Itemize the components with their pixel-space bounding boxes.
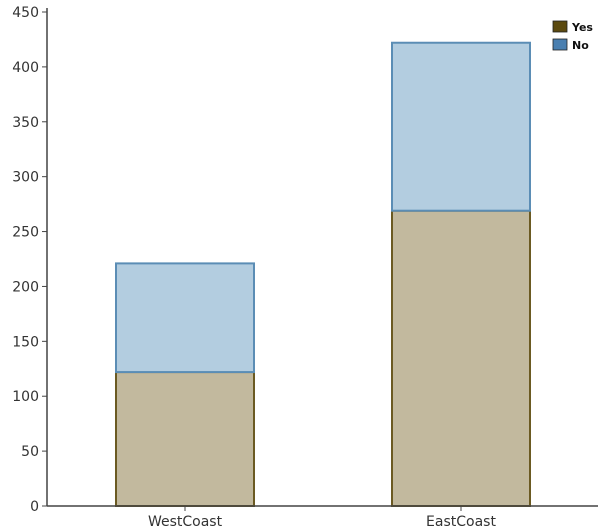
x-tick-label-eastcoast: EastCoast xyxy=(426,514,496,530)
legend: Yes No xyxy=(552,20,593,52)
bars-layer xyxy=(115,41,531,507)
bar-eastcoast-no xyxy=(391,41,531,212)
bar-westcoast-no xyxy=(115,262,255,374)
y-tick-label: 200 xyxy=(12,279,39,295)
y-tick-label: 150 xyxy=(12,334,39,350)
y-tick-label: 0 xyxy=(30,499,39,515)
x-axis: WestCoast EastCoast xyxy=(47,505,598,530)
legend-label-yes: Yes xyxy=(571,21,593,34)
legend-label-no: No xyxy=(572,39,589,52)
legend-swatch-yes xyxy=(552,20,568,33)
legend-swatch-no xyxy=(552,38,568,51)
y-axis: 0 50 100 150 200 250 300 350 400 450 xyxy=(12,5,48,515)
y-tick-label: 400 xyxy=(12,60,39,76)
y-tick-label: 300 xyxy=(12,170,39,186)
y-tick-label: 350 xyxy=(12,115,39,131)
y-tick-label: 50 xyxy=(21,444,39,460)
x-tick-label-westcoast: WestCoast xyxy=(148,514,223,530)
y-tick-label: 450 xyxy=(12,5,39,21)
y-tick-label: 250 xyxy=(12,225,39,241)
y-tick-label: 100 xyxy=(12,389,39,405)
bar-eastcoast-yes xyxy=(391,209,531,507)
bar-westcoast-yes xyxy=(115,371,255,507)
